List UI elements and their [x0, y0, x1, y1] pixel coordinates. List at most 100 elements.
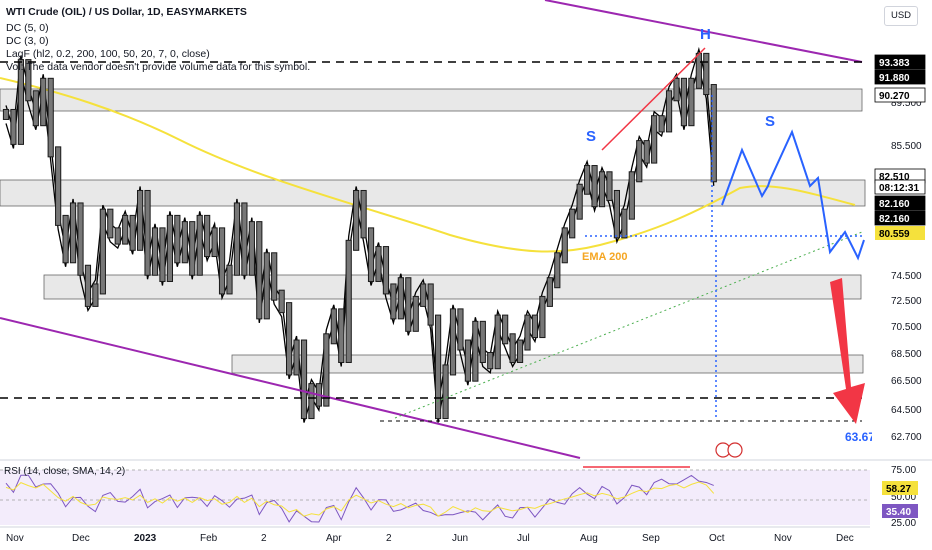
- time-label: Jul: [517, 533, 530, 544]
- candle: [77, 202, 84, 276]
- candle: [621, 208, 628, 239]
- candle: [472, 320, 479, 382]
- price-tick: 62.700: [891, 432, 922, 443]
- candle: [159, 227, 166, 282]
- time-label: Oct: [709, 533, 725, 544]
- candle: [651, 115, 658, 164]
- price-label: 91.880: [879, 73, 910, 84]
- candle: [271, 252, 278, 301]
- time-label: Dec: [72, 533, 90, 544]
- price-tick: 68.500: [891, 349, 922, 360]
- candle: [628, 171, 635, 220]
- time-label: Nov: [774, 533, 792, 544]
- candle: [233, 202, 241, 276]
- candle: [69, 202, 77, 264]
- candle: [338, 308, 345, 363]
- candle: [554, 252, 561, 289]
- candle: [658, 115, 665, 133]
- right-shoulder-label: S: [765, 113, 775, 130]
- candle: [226, 264, 233, 295]
- candle: [606, 171, 613, 201]
- time-label: Dec: [836, 533, 854, 544]
- candle: [286, 302, 293, 376]
- candle: [546, 277, 553, 307]
- candle: [412, 295, 419, 332]
- candle: [502, 314, 509, 345]
- candle: [643, 140, 650, 164]
- indicator-dc3[interactable]: DC (3, 0): [6, 35, 49, 47]
- candle: [688, 77, 695, 127]
- zone-0: [0, 88, 863, 112]
- candle: [17, 59, 24, 145]
- ema-price-label: 80.559: [879, 229, 910, 240]
- time-label: 2: [261, 533, 267, 544]
- candle: [636, 140, 643, 183]
- candle: [174, 214, 181, 264]
- rsi-band: [0, 470, 870, 525]
- candle: [47, 77, 54, 158]
- price-label-box: [874, 87, 926, 103]
- candle: [293, 339, 300, 376]
- candle: [278, 289, 285, 314]
- candle: [99, 208, 106, 295]
- candle: [427, 283, 434, 326]
- candle: [367, 227, 375, 282]
- ema-200-curve: [0, 77, 856, 253]
- price-label: 82.160: [879, 214, 910, 225]
- indicator-dc5[interactable]: DC (5, 0): [6, 22, 49, 34]
- price-label: 82.160: [879, 199, 910, 210]
- candle: [397, 277, 404, 320]
- price-tick: 74.500: [891, 271, 922, 282]
- candle: [487, 351, 494, 370]
- flag-icon: [727, 442, 743, 458]
- price-tick: 64.500: [891, 405, 922, 416]
- chart-title: WTI Crude (OIL) / US Dollar, 1D, EASYMAR…: [6, 6, 247, 18]
- candle: [479, 320, 486, 363]
- candle: [591, 165, 598, 208]
- candle: [107, 208, 114, 239]
- candle: [420, 283, 427, 307]
- candle: [569, 208, 576, 239]
- candle: [561, 227, 568, 264]
- price-label-box: [874, 195, 926, 211]
- projection-path: [721, 129, 865, 261]
- time-axis-bg: [0, 527, 932, 550]
- rsi-legend[interactable]: RSI (14, close, SMA, 14, 2): [4, 466, 126, 477]
- head-label: H: [700, 26, 711, 43]
- candle: [576, 183, 583, 220]
- down-arrow: [830, 278, 865, 424]
- candle: [405, 277, 412, 332]
- supply-demand-zones: [0, 88, 866, 374]
- indicator-vol[interactable]: Vol: The data vendor doesn't provide vol…: [6, 61, 311, 73]
- candle: [330, 308, 337, 345]
- time-label: Jun: [452, 533, 468, 544]
- candle: [442, 364, 449, 420]
- candle: [129, 214, 136, 251]
- price-label-box: [874, 210, 926, 226]
- candle: [457, 308, 464, 351]
- price-label-box: [874, 69, 926, 85]
- candle: [449, 308, 457, 376]
- candle: [122, 214, 129, 245]
- candle: [263, 252, 270, 320]
- candle: [345, 239, 352, 363]
- price-label-box: [874, 54, 926, 70]
- candle: [710, 84, 717, 183]
- candle: [25, 59, 32, 102]
- candle: [196, 214, 203, 276]
- indicator-lagf[interactable]: LagF (hl2, 0.2, 200, 100, 50, 20, 7, 0, …: [6, 48, 210, 60]
- candle: [2, 108, 10, 120]
- candle: [114, 227, 121, 245]
- price-axis: 89.500 85.500 74.500 72.500 70.500 68.500 66.5…: [872, 30, 932, 460]
- candle: [211, 227, 218, 258]
- candle: [390, 283, 397, 320]
- price-tick: 66.500: [891, 376, 922, 387]
- currency-selector[interactable]: USD: [884, 6, 918, 26]
- candle: [241, 202, 248, 276]
- ema-200-line: [0, 77, 856, 253]
- candle: [539, 295, 546, 339]
- candle: [584, 165, 591, 195]
- candle: [509, 333, 516, 363]
- channel-upper: [544, 0, 863, 63]
